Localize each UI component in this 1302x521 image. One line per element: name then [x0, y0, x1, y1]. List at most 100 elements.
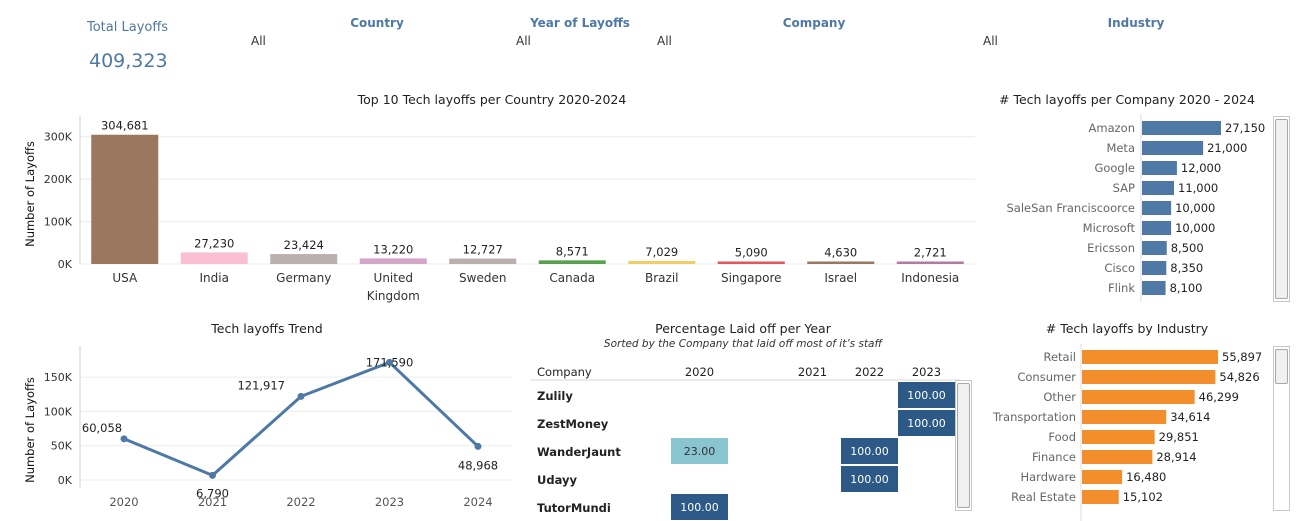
filter-industry-value[interactable]: All	[983, 34, 998, 48]
company-data-label: 8,350	[1170, 261, 1203, 275]
industry-chart-title: # Tech layoffs by Industry	[1045, 321, 1209, 336]
heatmap-row-label: TutorMundi	[537, 501, 611, 515]
country-category-label: Germany	[276, 271, 331, 285]
country-bar-chart: 0K 100K 200K 300K Number of Layoffs 304,681 US…	[23, 116, 975, 303]
country-category-label: Kingdom	[367, 289, 420, 303]
heatmap-cell-label: 100.00	[850, 445, 889, 458]
industry-category-label: Retail	[1044, 350, 1077, 364]
trend-x-tick: 2024	[463, 495, 492, 509]
industry-scrollbar-thumb[interactable]	[1275, 349, 1288, 384]
industry-data-label: 15,102	[1123, 490, 1163, 504]
industry-bar	[1082, 490, 1119, 504]
trend-data-label: 60,058	[82, 421, 122, 435]
industry-category-label: Real Estate	[1011, 490, 1076, 504]
trend-line-chart: 0K 50K 100K 150K Number of Layoffs 60,058 2020…	[23, 346, 512, 509]
company-data-label: 10,000	[1175, 221, 1215, 235]
heatmap-cell	[671, 494, 728, 520]
country-category-label: USA	[112, 271, 138, 285]
trend-y-label: Number of Layoffs	[23, 377, 37, 483]
industry-data-label: 46,299	[1199, 390, 1239, 404]
country-category-label: Brazil	[645, 271, 679, 285]
industry-data-label: 16,480	[1126, 470, 1166, 484]
heatmap-cell	[898, 382, 955, 408]
trend-data-label: 6,790	[196, 486, 229, 500]
heatmap-cell-label: 100.00	[680, 501, 719, 514]
trend-x-tick: 2022	[286, 495, 315, 509]
country-data-label: 4,630	[824, 246, 857, 260]
company-category-label: SaleSan Franciscoorce	[1006, 201, 1135, 215]
heatmap-column-header: 2020	[685, 365, 714, 379]
trend-y-tick: 0K	[58, 474, 73, 487]
country-bar	[807, 261, 875, 264]
trend-point	[209, 471, 216, 479]
country-data-label: 13,220	[373, 242, 413, 256]
industry-data-label: 55,897	[1222, 350, 1262, 364]
country-y-label: Number of Layoffs	[23, 141, 37, 247]
company-category-label: Cisco	[1104, 261, 1135, 275]
country-bar	[180, 252, 248, 264]
industry-bar	[1082, 370, 1216, 384]
industry-category-label: Consumer	[1017, 370, 1076, 384]
industry-bar	[1082, 410, 1167, 424]
trend-x-tick: 2023	[375, 495, 404, 509]
industry-bar	[1082, 390, 1195, 404]
company-bar	[1142, 261, 1167, 275]
company-category-label: Flink	[1108, 281, 1135, 295]
company-scrollbar-thumb[interactable]	[1275, 119, 1288, 299]
company-bar	[1142, 201, 1172, 215]
industry-data-label: 28,914	[1156, 450, 1196, 464]
kpi-value: 409,323	[89, 50, 168, 72]
trend-point	[386, 358, 393, 366]
company-data-label: 21,000	[1207, 141, 1247, 155]
industry-bar	[1082, 350, 1218, 364]
trend-data-label: 48,968	[458, 458, 498, 472]
company-category-label: Google	[1094, 161, 1135, 175]
company-bar-chart: Amazon 27,150 Meta 21,000 Google 12,000 SAP 11,…	[1006, 114, 1265, 302]
trend-x-tick: 2020	[109, 495, 138, 509]
filter-industry-label: Industry	[1107, 16, 1165, 30]
filter-country-value[interactable]: All	[251, 34, 266, 48]
country-bar	[896, 261, 964, 264]
company-data-label: 8,500	[1171, 241, 1204, 255]
country-bar	[449, 258, 517, 264]
heatmap-cell	[841, 466, 898, 492]
country-category-label: Canada	[549, 271, 595, 285]
country-category-label: Israel	[824, 271, 857, 285]
trend-point	[297, 392, 305, 400]
trend-chart-title: Tech layoffs Trend	[211, 321, 323, 336]
company-bar	[1142, 121, 1221, 135]
company-category-label: SAP	[1113, 181, 1135, 195]
company-scrollbar[interactable]	[1273, 116, 1290, 302]
country-data-label: 23,424	[284, 238, 324, 252]
heatmap-cell-label: 100.00	[907, 389, 946, 402]
heatmap-subtitle: Sorted by the Company that laid off most…	[603, 338, 883, 350]
company-bar	[1142, 141, 1204, 155]
trend-x-tick: 2021	[198, 495, 227, 509]
company-data-label: 8,100	[1170, 281, 1203, 295]
heatmap-column-header: 2022	[855, 365, 884, 379]
country-data-label: 27,230	[194, 236, 234, 250]
company-bar	[1142, 161, 1177, 175]
industry-data-label: 34,614	[1170, 410, 1210, 424]
heatmap-row-label: Zulily	[537, 389, 573, 403]
heatmap-row-label: WanderJaunt	[537, 445, 621, 459]
country-data-label: 8,571	[556, 244, 589, 258]
heatmap-cell-label: 100.00	[850, 473, 889, 486]
country-bar	[628, 261, 696, 264]
filter-year-value[interactable]: All	[516, 34, 531, 48]
industry-bar	[1082, 470, 1123, 484]
country-bar	[717, 261, 785, 264]
industry-scrollbar[interactable]	[1273, 346, 1290, 511]
country-data-label: 7,029	[645, 245, 678, 259]
country-bar	[538, 260, 606, 264]
industry-bar	[1082, 450, 1153, 464]
industry-category-label: Food	[1048, 430, 1076, 444]
company-category-label: Microsoft	[1083, 221, 1136, 235]
country-y-tick: 100K	[44, 216, 73, 229]
heatmap-scrollbar[interactable]	[955, 380, 972, 511]
filter-company-value[interactable]: All	[657, 34, 672, 48]
heatmap-cell	[898, 410, 955, 436]
heatmap-scrollbar-thumb[interactable]	[957, 383, 970, 508]
country-y-tick: 0K	[58, 258, 73, 271]
company-data-label: 27,150	[1225, 121, 1265, 135]
